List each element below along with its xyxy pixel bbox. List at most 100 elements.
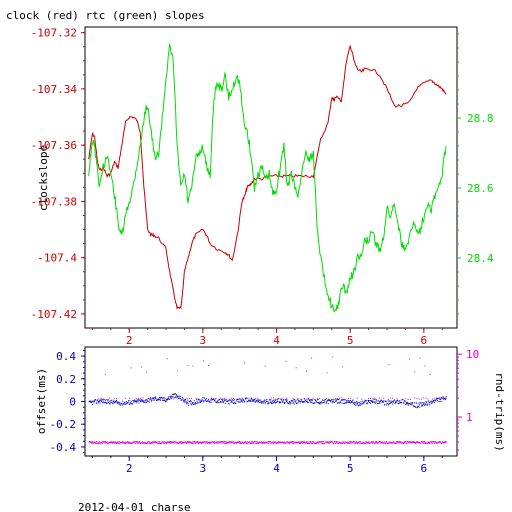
- offset-point: [198, 402, 200, 404]
- rtt-point: [339, 441, 341, 443]
- rtt-point: [250, 443, 251, 445]
- rtt-point: [357, 442, 359, 444]
- rtt-point: [297, 442, 299, 444]
- offset-point: [112, 403, 114, 405]
- rtt-point: [310, 398, 312, 400]
- rtt-point: [164, 441, 166, 442]
- offset-point: [268, 401, 270, 403]
- offset-point: [356, 404, 358, 406]
- rtt-point: [132, 442, 133, 444]
- offset-point: [334, 402, 335, 404]
- rtt-point: [348, 397, 349, 399]
- offset-point: [360, 404, 362, 406]
- offset-panel: 0.4 0.2 0 -0.2 -0.4 10 1 2 3 4 5 6 offset(ms) rnd…: [35, 346, 506, 475]
- offset-point: [144, 401, 146, 403]
- rtt-point: [392, 397, 394, 399]
- offset-point: [369, 402, 371, 404]
- rtt-point: [409, 358, 411, 360]
- offset-point: [354, 402, 356, 404]
- slopes-x-axis: 2 3 4 5 6: [91, 328, 443, 347]
- offset-point: [252, 400, 254, 402]
- offset-point: [253, 400, 255, 402]
- rtt-point: [397, 442, 399, 444]
- offset-point: [224, 399, 226, 401]
- offset-point: [145, 399, 147, 400]
- rtt-point: [360, 442, 362, 444]
- rtt-point: [229, 442, 231, 444]
- offset-point: [238, 401, 240, 403]
- slopes-right-tick-label-1: 28.6: [467, 182, 494, 195]
- rtt-point: [142, 441, 144, 443]
- rtt-point: [187, 441, 189, 443]
- offset-point: [273, 402, 274, 404]
- offset-x-tick-label-0: 2: [126, 462, 133, 475]
- rtt-point: [156, 441, 158, 443]
- offset-point: [303, 398, 305, 400]
- offset-point: [193, 400, 195, 402]
- rtt-point: [347, 441, 349, 443]
- offset-point: [355, 404, 357, 406]
- offset-point: [285, 399, 287, 400]
- rtt-point: [288, 443, 290, 445]
- offset-point: [151, 399, 153, 401]
- offset-point: [315, 400, 317, 402]
- rtt-point: [298, 441, 300, 443]
- offset-point: [171, 397, 173, 399]
- rtt-point: [90, 442, 92, 443]
- offset-point: [378, 403, 380, 405]
- rtt-point: [249, 441, 251, 443]
- offset-point: [150, 397, 152, 399]
- rtt-point: [263, 441, 265, 443]
- offset-point: [105, 399, 106, 401]
- offset-point: [163, 400, 165, 401]
- rtt-point: [328, 398, 330, 400]
- offset-point: [278, 402, 280, 404]
- offset-point: [328, 400, 330, 402]
- offset-point: [294, 399, 296, 401]
- rtt-point: [409, 441, 411, 442]
- rtt-point: [188, 398, 190, 400]
- offset-point: [307, 398, 309, 400]
- rtt-point: [286, 397, 288, 399]
- offset-point: [314, 402, 316, 404]
- offset-point: [221, 401, 223, 403]
- rtt-point: [302, 441, 304, 443]
- rtt-point: [179, 442, 181, 444]
- offset-point: [188, 404, 190, 406]
- rtt-point: [335, 441, 337, 443]
- rtt-point: [241, 397, 243, 399]
- rtt-point: [94, 441, 96, 443]
- offset-point: [232, 399, 234, 401]
- offset-point: [180, 395, 182, 397]
- rtt-point: [432, 398, 433, 400]
- rtt-point: [299, 443, 301, 444]
- rtt-point: [232, 441, 234, 442]
- offset-point: [142, 399, 144, 401]
- offset-point: [231, 399, 233, 401]
- rtt-point: [424, 442, 426, 444]
- offset-point: [300, 400, 302, 402]
- rtt-point: [142, 441, 144, 443]
- rtt-point: [129, 442, 131, 444]
- offset-point: [150, 398, 152, 400]
- offset-point: [309, 399, 311, 401]
- offset-point: [179, 398, 181, 400]
- offset-point: [258, 400, 260, 402]
- offset-point: [216, 401, 218, 403]
- rtt-point: [351, 442, 353, 444]
- offset-point: [370, 400, 372, 401]
- rtt-point: [206, 441, 208, 443]
- offset-point: [99, 402, 101, 404]
- offset-point: [221, 399, 223, 401]
- rtt-point: [230, 442, 232, 444]
- offset-point: [97, 399, 99, 401]
- offset-point: [208, 400, 210, 402]
- offset-point: [149, 398, 151, 400]
- offset-point: [387, 404, 389, 406]
- offset-point: [155, 399, 157, 401]
- offset-point: [284, 402, 286, 404]
- offset-point: [370, 402, 372, 404]
- offset-point: [174, 397, 176, 399]
- offset-point: [440, 397, 442, 399]
